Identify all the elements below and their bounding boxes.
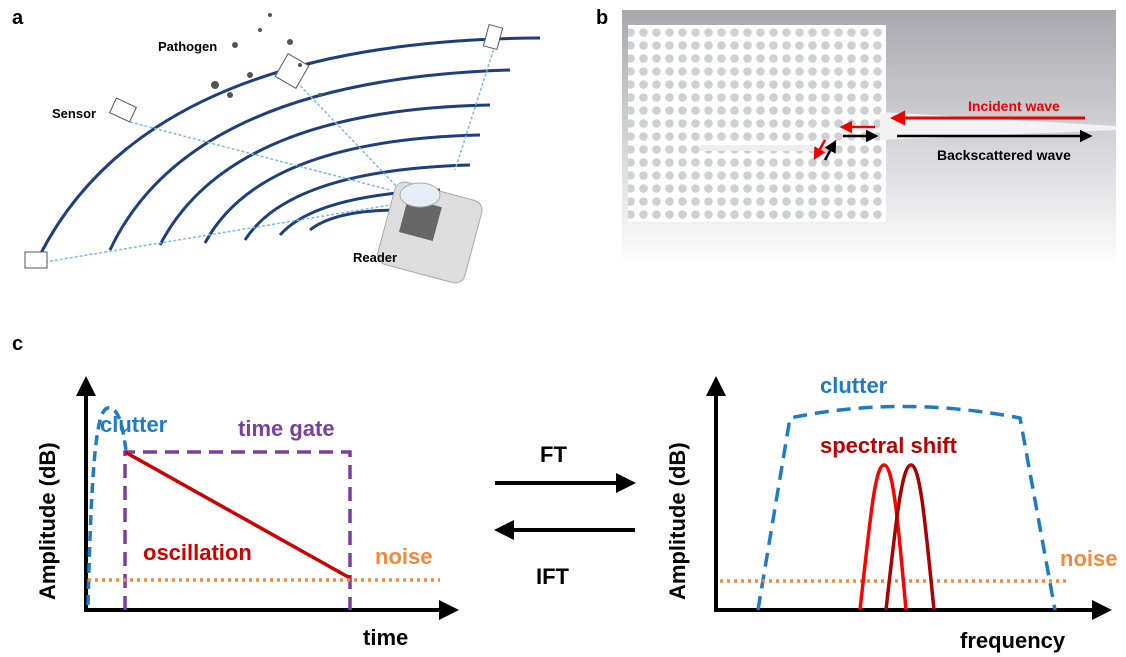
label: oscillation [143,540,252,565]
label: time gate [238,416,335,441]
reader-device [377,181,483,284]
axis-title: frequency [960,628,1066,653]
time-gate [123,450,352,610]
label: Sensor [52,106,96,121]
clutter-curve [86,406,128,606]
label: Incident wave [968,98,1060,114]
label: Backscattered wave [937,147,1071,163]
panel-label: b [596,7,608,29]
label: noise [375,544,432,569]
oscillation-line [124,450,351,580]
panel-label: c [12,333,23,355]
label: clutter [820,373,888,398]
sensors [24,23,504,269]
peak [858,463,908,611]
clutter-curve [756,404,1057,611]
panel-label: a [12,7,24,29]
arrow [813,139,827,161]
photonic-crystal [628,25,886,222]
wavefronts [38,36,541,256]
label: Reader [353,250,397,265]
label: clutter [100,412,168,437]
axis-title: time [363,625,408,650]
axis-title: Amplitude (dB) [665,442,690,600]
label: noise [1060,546,1117,571]
signals [44,44,496,263]
arrow [823,139,837,161]
label: IFT [536,564,570,589]
pathogens [211,13,322,98]
axis-title: Amplitude (dB) [35,442,60,600]
label: spectral shift [820,433,958,458]
axes [76,376,1112,620]
label: FT [540,442,567,467]
cavity [700,145,815,151]
label: Pathogen [158,39,217,54]
peak [884,463,936,611]
